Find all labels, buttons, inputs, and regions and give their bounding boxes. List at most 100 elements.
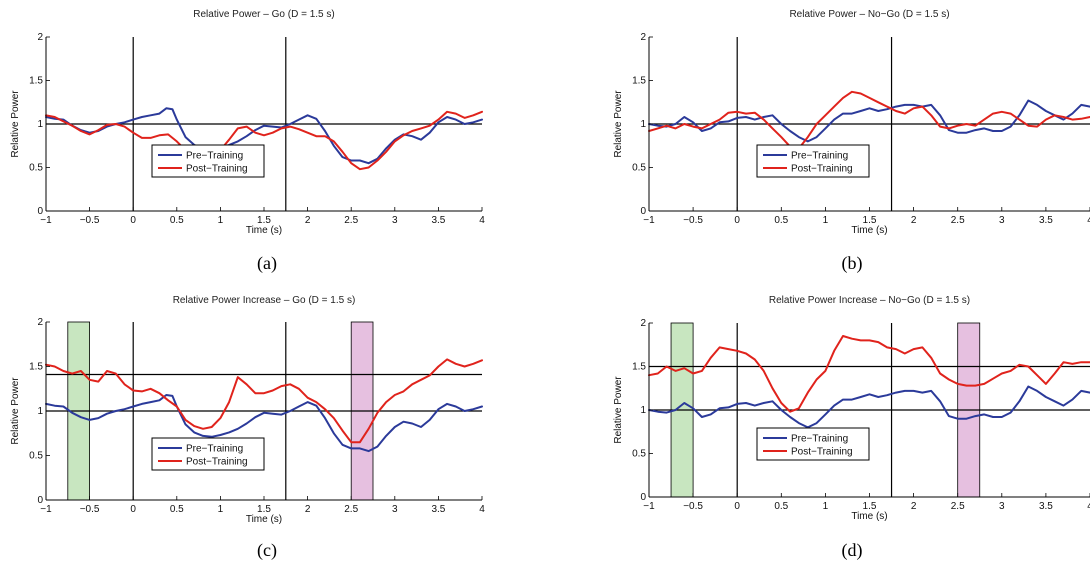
x-tick-label: 0.5	[774, 215, 788, 226]
y-tick-label: 1	[37, 406, 43, 417]
legend-box	[756, 427, 870, 461]
chart-svg: Relative Power Increase – No−Go (D = 1.5…	[613, 295, 1090, 522]
x-tick-label: 0	[734, 215, 740, 226]
x-tick-label: 1.5	[257, 504, 271, 515]
series-line-pre	[45, 107, 483, 165]
x-tick-label: 2.5	[344, 215, 358, 226]
x-tick-label: 2	[305, 504, 311, 515]
x-tick-label: 0.5	[170, 504, 184, 515]
series-line-post	[648, 90, 1090, 150]
x-tick-label: −1	[40, 215, 52, 226]
y-tick-label: 1	[640, 405, 646, 416]
x-tick-label: 2	[305, 215, 311, 226]
x-tick-label: 3	[392, 215, 398, 226]
y-axis-label: Relative Power	[613, 90, 624, 158]
x-tick-label: 2.5	[951, 501, 965, 512]
x-tick-label: −1	[643, 501, 655, 512]
y-axis-label: Relative Power	[613, 376, 624, 444]
chart-svg: Relative Power – Go (D = 1.5 s) −1 −0.5 0 0.…	[10, 9, 485, 236]
x-tick-label: −0.5	[683, 215, 703, 226]
series-line-post	[648, 335, 1090, 413]
x-tick-label: 3	[392, 504, 398, 515]
x-tick-label: 2	[911, 215, 917, 226]
chart-svg: Relative Power Increase – Go (D = 1.5 s)…	[10, 295, 485, 525]
panel-d: Relative Power Increase – No−Go (D = 1.5…	[545, 286, 1090, 572]
x-tick-label: −0.5	[80, 215, 100, 226]
legend-box	[151, 144, 265, 178]
x-tick-label: 0.5	[774, 501, 788, 512]
y-tick-label: 0.5	[29, 163, 43, 174]
series-line-post	[45, 358, 483, 444]
y-tick-label: 2	[640, 32, 646, 43]
y-tick-label: 2	[640, 318, 646, 329]
legend-label: Pre−Training	[791, 434, 848, 445]
legend-box	[756, 144, 870, 178]
x-tick-label: 4	[479, 215, 485, 226]
caption-d: (d)	[841, 540, 863, 560]
x-tick-label: 2.5	[951, 215, 965, 226]
y-axis-label: Relative Power	[10, 90, 21, 158]
x-tick-label: 2.5	[344, 504, 358, 515]
y-tick-label: 0	[37, 206, 43, 217]
legend-label: Post−Training	[186, 164, 248, 175]
y-tick-label: 1.5	[29, 76, 43, 87]
y-tick-label: 2	[37, 317, 43, 328]
legend-label: Post−Training	[791, 164, 853, 175]
chart-title: Relative Power Increase – Go (D = 1.5 s)	[173, 295, 356, 306]
chart-title: Relative Power – No−Go (D = 1.5 s)	[789, 9, 949, 20]
y-tick-label: 2	[37, 32, 43, 43]
panel-a: Relative Power – Go (D = 1.5 s) −1 −0.5 0 0.…	[0, 0, 545, 286]
series-line-pre	[648, 99, 1090, 143]
y-tick-label: 1	[37, 119, 43, 130]
y-tick-label: 1	[640, 119, 646, 130]
x-tick-label: 4	[1087, 215, 1090, 226]
y-tick-label: 1.5	[632, 76, 646, 87]
x-tick-label: −0.5	[80, 504, 100, 515]
x-tick-label: 3.5	[431, 215, 445, 226]
legend-label: Pre−Training	[186, 444, 243, 455]
x-tick-label: 1.5	[863, 215, 877, 226]
x-tick-label: 4	[1087, 501, 1090, 512]
x-tick-label: 1	[823, 215, 829, 226]
x-tick-label: 1.5	[257, 215, 271, 226]
x-tick-label: −0.5	[683, 501, 703, 512]
x-axis-label: Time (s)	[246, 225, 282, 236]
panel-c: Relative Power Increase – Go (D = 1.5 s)…	[0, 286, 545, 572]
x-tick-label: 3.5	[1039, 215, 1053, 226]
series-line-pre	[648, 385, 1090, 429]
chart-svg: Relative Power – No−Go (D = 1.5 s) −1 −0.5…	[613, 9, 1090, 236]
y-tick-label: 0	[640, 492, 646, 503]
x-tick-label: 1	[218, 215, 224, 226]
y-tick-label: 0.5	[632, 449, 646, 460]
legend-label: Pre−Training	[186, 151, 243, 162]
x-tick-label: 3	[999, 501, 1005, 512]
legend-box	[151, 437, 265, 471]
y-tick-label: 0.5	[632, 163, 646, 174]
series-line-pre	[45, 394, 483, 453]
x-tick-label: 3	[999, 215, 1005, 226]
x-tick-label: 0	[130, 504, 136, 515]
x-tick-label: −1	[643, 215, 655, 226]
caption-a: (a)	[257, 253, 277, 273]
legend-label: Post−Training	[791, 447, 853, 458]
panel-b: Relative Power – No−Go (D = 1.5 s) −1 −0.5…	[545, 0, 1090, 286]
x-tick-label: −1	[40, 504, 52, 515]
chart-title: Relative Power Increase – No−Go (D = 1.5…	[769, 295, 970, 306]
caption-c: (c)	[257, 540, 277, 560]
y-tick-label: 0	[640, 206, 646, 217]
x-axis-label: Time (s)	[851, 225, 887, 236]
y-tick-label: 0.5	[29, 451, 43, 462]
x-tick-label: 2	[911, 501, 917, 512]
x-tick-label: 0	[130, 215, 136, 226]
x-tick-label: 1	[823, 501, 829, 512]
caption-b: (b)	[841, 253, 863, 273]
y-axis-label: Relative Power	[10, 377, 21, 445]
x-axis-label: Time (s)	[851, 511, 887, 522]
x-tick-label: 0.5	[170, 215, 184, 226]
x-tick-label: 1.5	[863, 501, 877, 512]
x-tick-label: 0	[734, 501, 740, 512]
legend-label: Post−Training	[186, 457, 248, 468]
y-tick-label: 0	[37, 495, 43, 506]
x-tick-label: 3.5	[431, 504, 445, 515]
